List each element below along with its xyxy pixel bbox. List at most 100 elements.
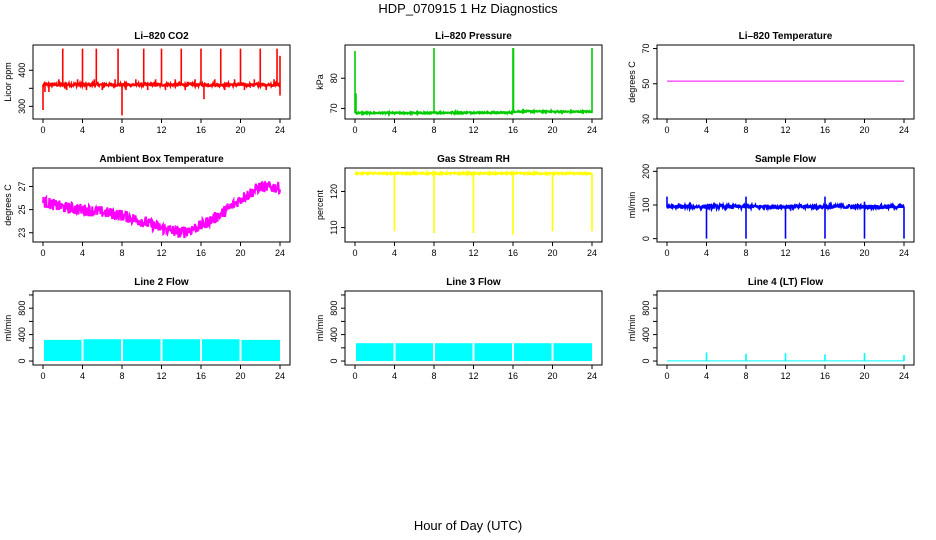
panel-title: Li–820 Pressure xyxy=(435,31,512,42)
x-tick-label: 24 xyxy=(275,125,285,135)
x-tick-label: 4 xyxy=(80,371,85,381)
flow-block xyxy=(553,343,592,362)
x-tick-label: 16 xyxy=(196,248,206,258)
x-tick-label: 20 xyxy=(547,248,557,258)
x-tick-label: 8 xyxy=(743,248,748,258)
y-tick-label: 50 xyxy=(641,79,651,89)
flow-block xyxy=(43,339,82,362)
x-axis-label: Hour of Day (UTC) xyxy=(413,518,523,533)
y-tick-label: 110 xyxy=(329,220,339,234)
y-axis-label: degrees C xyxy=(3,184,13,226)
flow-block xyxy=(162,339,201,362)
x-tick-label: 0 xyxy=(40,371,45,381)
y-tick-label: 23 xyxy=(17,228,27,238)
x-tick-label: 16 xyxy=(196,371,206,381)
x-tick-label: 0 xyxy=(40,248,45,258)
x-tick-label: 0 xyxy=(352,248,357,258)
panel-title: Line 2 Flow xyxy=(134,277,189,288)
x-tick-label: 12 xyxy=(156,371,166,381)
y-tick-label: 30 xyxy=(641,114,651,124)
x-tick-label: 8 xyxy=(743,371,748,381)
y-tick-label: 800 xyxy=(17,301,27,316)
y-tick-label: 400 xyxy=(17,327,27,342)
x-tick-label: 12 xyxy=(780,248,790,258)
x-tick-label: 0 xyxy=(664,125,669,135)
x-tick-label: 12 xyxy=(156,248,166,258)
y-tick-label: 400 xyxy=(641,327,651,342)
flow-block xyxy=(355,343,394,362)
panel-7: Line 2 Flow ml/min 0 4 8 12 16 20 24 0 400 800 xyxy=(3,277,291,381)
y-tick-label: 200 xyxy=(641,164,651,179)
x-tick-label: 20 xyxy=(235,371,245,381)
x-tick-label: 12 xyxy=(156,125,166,135)
x-tick-label: 0 xyxy=(352,125,357,135)
x-tick-label: 24 xyxy=(587,248,597,258)
y-tick-label: 70 xyxy=(329,103,339,113)
panel-title: Li–820 CO2 xyxy=(134,31,189,42)
flow-block xyxy=(122,339,161,362)
x-tick-label: 12 xyxy=(468,371,478,381)
y-axis-label: percent xyxy=(315,189,325,220)
x-tick-label: 4 xyxy=(704,248,709,258)
panel-title: Sample Flow xyxy=(755,154,816,165)
x-tick-label: 4 xyxy=(392,248,397,258)
y-tick-label: 400 xyxy=(17,63,27,78)
panel-3: Li–820 Temperature degrees C 0 4 8 12 16 20 24 30… xyxy=(627,31,915,135)
flow-block xyxy=(513,343,552,362)
panel-2: Li–820 Pressure kPa 0 4 8 12 16 20 24 70 80 xyxy=(315,31,603,135)
flow-block xyxy=(83,339,122,362)
series-line xyxy=(42,181,281,238)
x-tick-label: 16 xyxy=(508,125,518,135)
x-tick-label: 8 xyxy=(743,125,748,135)
y-axis-label: degrees C xyxy=(627,61,637,103)
panel-9: Line 4 (LT) Flow ml/min 0 4 8 12 16 20 24 0 400 800 xyxy=(627,277,915,381)
x-tick-label: 24 xyxy=(275,248,285,258)
x-tick-label: 20 xyxy=(859,125,869,135)
panel-5: Gas Stream RH percent 0 4 8 12 16 20 24 110 120 xyxy=(315,154,603,258)
x-tick-label: 16 xyxy=(196,125,206,135)
x-tick-label: 4 xyxy=(80,248,85,258)
y-tick-label: 300 xyxy=(17,99,27,114)
x-tick-label: 20 xyxy=(859,248,869,258)
x-tick-label: 4 xyxy=(392,371,397,381)
x-tick-label: 12 xyxy=(780,371,790,381)
x-tick-label: 16 xyxy=(820,125,830,135)
x-tick-label: 12 xyxy=(780,125,790,135)
y-axis-label: kPa xyxy=(315,74,325,90)
panel-title: Line 4 (LT) Flow xyxy=(748,277,824,288)
panel-6: Sample Flow ml/min 0 4 8 12 16 20 24 0 100 200 xyxy=(627,154,915,258)
x-tick-label: 20 xyxy=(859,371,869,381)
x-tick-label: 8 xyxy=(119,248,124,258)
x-tick-label: 0 xyxy=(664,371,669,381)
x-tick-label: 12 xyxy=(468,125,478,135)
y-axis-label: ml/min xyxy=(315,315,325,342)
x-tick-label: 24 xyxy=(899,125,909,135)
y-tick-label: 800 xyxy=(329,301,339,316)
x-tick-label: 8 xyxy=(431,125,436,135)
flow-block xyxy=(201,339,240,362)
x-tick-label: 16 xyxy=(508,248,518,258)
x-tick-label: 24 xyxy=(899,371,909,381)
x-tick-label: 4 xyxy=(704,371,709,381)
y-tick-label: 80 xyxy=(329,73,339,83)
panel-1: Li–820 CO2 Licor ppm 0 4 8 12 16 20 24 300 400 xyxy=(3,31,291,135)
x-tick-label: 8 xyxy=(431,248,436,258)
y-tick-label: 120 xyxy=(329,184,339,199)
panel-title: Li–820 Temperature xyxy=(739,31,833,42)
x-tick-label: 8 xyxy=(431,371,436,381)
x-tick-label: 20 xyxy=(235,248,245,258)
panel-title: Line 3 Flow xyxy=(446,277,501,288)
y-tick-label: 0 xyxy=(329,359,339,364)
y-tick-label: 0 xyxy=(641,236,651,241)
flow-block xyxy=(241,339,280,362)
y-tick-label: 0 xyxy=(17,359,27,364)
series-line xyxy=(354,107,593,117)
figure-title: HDP_070915 1 Hz Diagnostics xyxy=(378,1,558,16)
x-tick-label: 20 xyxy=(547,371,557,381)
x-tick-label: 0 xyxy=(664,248,669,258)
flow-block xyxy=(395,343,434,362)
y-axis-label: Licor ppm xyxy=(3,62,13,102)
x-tick-label: 4 xyxy=(704,125,709,135)
x-tick-label: 24 xyxy=(587,125,597,135)
